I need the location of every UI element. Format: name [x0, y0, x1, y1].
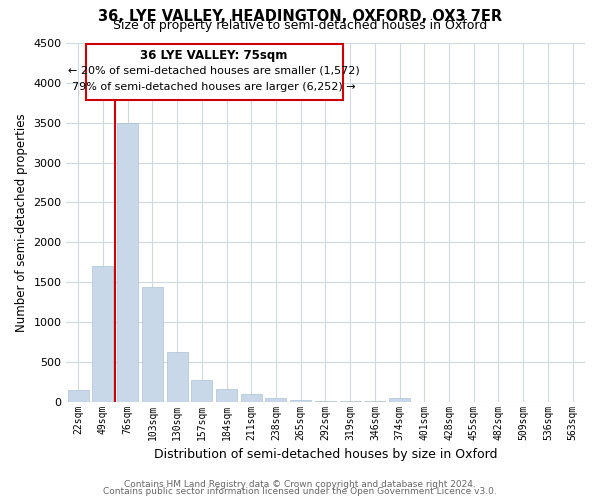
- Bar: [142, 287, 163, 402]
- Bar: [389, 398, 410, 402]
- Bar: [117, 122, 138, 402]
- X-axis label: Distribution of semi-detached houses by size in Oxford: Distribution of semi-detached houses by …: [154, 448, 497, 461]
- Bar: [167, 352, 188, 402]
- Bar: [92, 266, 113, 402]
- Y-axis label: Number of semi-detached properties: Number of semi-detached properties: [15, 113, 28, 332]
- Text: 36, LYE VALLEY, HEADINGTON, OXFORD, OX3 7ER: 36, LYE VALLEY, HEADINGTON, OXFORD, OX3 …: [98, 9, 502, 24]
- Text: Size of property relative to semi-detached houses in Oxford: Size of property relative to semi-detach…: [113, 18, 487, 32]
- Bar: [241, 394, 262, 402]
- Bar: [265, 398, 286, 402]
- Bar: [315, 401, 336, 402]
- Text: 36 LYE VALLEY: 75sqm: 36 LYE VALLEY: 75sqm: [140, 48, 288, 62]
- Bar: [290, 400, 311, 402]
- Text: 79% of semi-detached houses are larger (6,252) →: 79% of semi-detached houses are larger (…: [73, 82, 356, 92]
- Text: ← 20% of semi-detached houses are smaller (1,572): ← 20% of semi-detached houses are smalle…: [68, 66, 360, 76]
- Bar: [191, 380, 212, 402]
- FancyBboxPatch shape: [86, 44, 343, 100]
- Bar: [68, 390, 89, 402]
- Text: Contains public sector information licensed under the Open Government Licence v3: Contains public sector information licen…: [103, 488, 497, 496]
- Text: Contains HM Land Registry data © Crown copyright and database right 2024.: Contains HM Land Registry data © Crown c…: [124, 480, 476, 489]
- Bar: [216, 389, 237, 402]
